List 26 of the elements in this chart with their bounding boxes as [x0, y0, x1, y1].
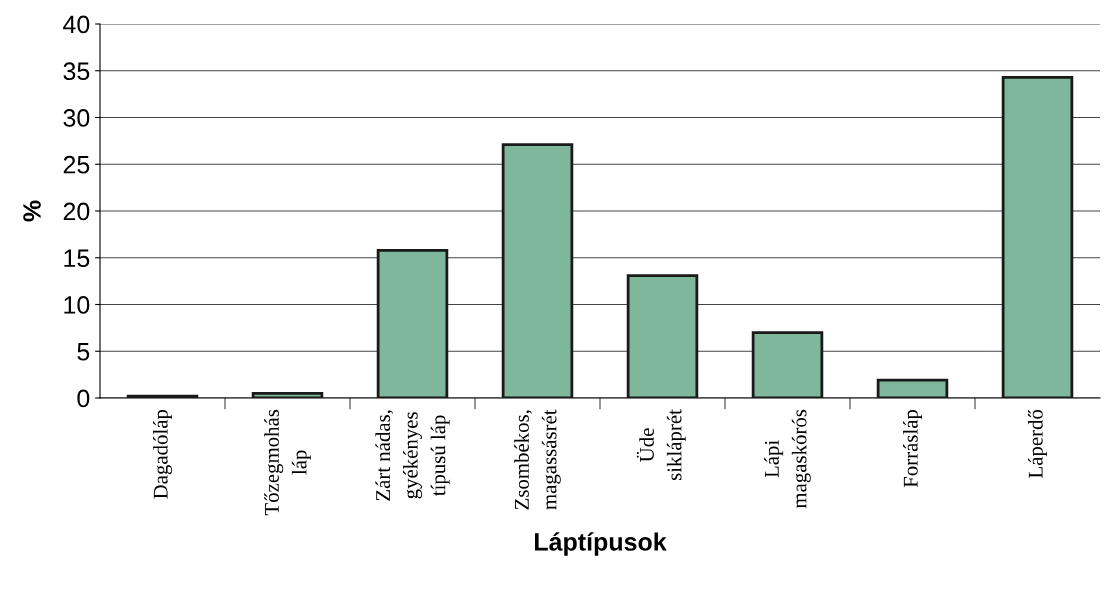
bar [501, 143, 574, 398]
bar [1001, 75, 1074, 398]
y-tick-label: 10 [64, 296, 90, 314]
x-tick-label: Forrásláp [903, 409, 922, 488]
y-axis-title: % [23, 200, 41, 222]
bar [251, 391, 324, 398]
x-tick-label: Láperdő [1028, 409, 1047, 478]
x-tick-label: Tőzegmohás láp [264, 409, 311, 516]
x-tick-label: Lápi magaskórós [764, 409, 811, 509]
y-tick-label: 15 [64, 249, 90, 268]
x-tick-label: Üde sikláprét [636, 409, 686, 480]
bar [751, 331, 824, 398]
y-tick-label: 35 [63, 62, 90, 81]
x-tick-label: Zsombékos, magassásrét [514, 409, 561, 510]
x-axis-title: Láptípusok [535, 532, 667, 556]
bar [376, 248, 449, 398]
y-tick-label: 20 [63, 202, 90, 221]
bar [876, 378, 949, 398]
y-tick-label: 30 [63, 109, 90, 127]
y-tick-label: 0 [77, 389, 90, 408]
y-tick-label: 25 [63, 155, 90, 174]
y-tick-label: 5 [77, 343, 90, 361]
x-tick-label: Zárt nádas, gyékényes típusú láp [375, 410, 450, 501]
x-tick-label: Dagadóláp [153, 409, 172, 499]
bar [626, 274, 699, 398]
y-tick-label: 40 [63, 15, 90, 34]
